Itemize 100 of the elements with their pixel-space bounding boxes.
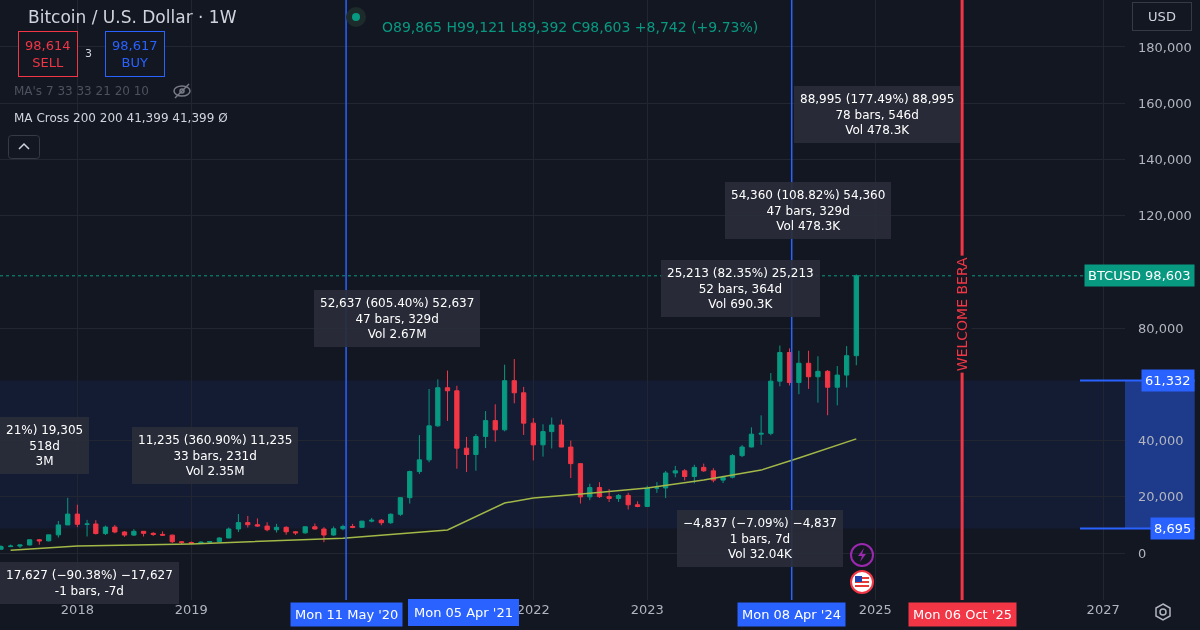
candlestick [511,358,517,404]
candlestick [27,539,33,547]
candlestick [216,536,223,543]
candlestick [36,538,42,546]
candlestick [292,530,299,536]
candlestick [169,534,175,544]
annotation: MA's 7 33 33 21 20 10 [14,84,149,98]
annotation: 21%) 19,305 518d 3M [6,423,84,469]
candlestick [0,544,4,550]
candlestick [606,488,612,503]
x-tick-label: 2018 [60,602,94,617]
candlestick [805,350,812,390]
candlestick [501,364,508,432]
annotation: 98,617 BUY [112,38,158,70]
annotation: MA Cross 200 200 41,399 41,399 Ø [14,111,228,125]
x-tick-label: 2027 [1086,602,1120,617]
y-tick-label: 0 [1138,545,1147,561]
candlestick [521,386,527,436]
candlestick [720,475,726,484]
candlestick [454,385,460,470]
candlestick [625,492,631,511]
candlestick [768,372,774,436]
candlestick [701,463,707,473]
candlestick [93,519,99,535]
ref-line-label: Mon 06 Oct '25 [913,607,1012,622]
ref-line-label: 8,695 [1154,521,1192,536]
ref-line-label: Mon 08 Apr '24 [742,607,841,622]
candlestick [397,496,404,517]
candlestick [558,419,565,448]
candlestick [112,524,118,534]
candlestick [245,515,251,529]
candlestick [283,525,289,536]
candlestick [815,355,821,404]
annotation: 17,627 (−90.38%) −17,627 -1 bars, -7d [6,568,173,598]
candlestick [254,517,261,528]
chart-title: Bitcoin / U.S. Dollar · 1W [28,6,237,27]
candlestick [540,423,546,458]
candlestick [226,527,232,539]
candlestick [796,350,802,395]
candlestick [349,523,356,529]
candlestick [388,512,394,525]
candlestick [834,365,840,406]
candlestick [748,426,755,448]
candlestick [463,436,470,473]
y-tick-label: 160,000 [1138,95,1192,111]
candlestick [530,417,536,461]
y-tick-label: 140,000 [1138,151,1192,167]
candlestick [330,525,337,537]
ref-line-label: BTCUSD 98,603 [1088,268,1191,283]
candlestick [7,544,14,548]
y-tick-label: 80,000 [1138,320,1184,336]
candlestick [473,433,479,472]
candlestick [644,485,650,508]
text: O89,865 H99,121 L89,392 C98,603 +8,742 (+9.73%) [382,19,759,35]
candlestick [84,519,90,537]
candlestick [482,410,489,449]
candlestick [492,403,498,443]
candlestick [369,517,375,523]
annotation: WELCOME BERA [954,256,971,372]
annotation: −4,837 (−7.09%) −4,837 1 bars, 7d Vol 32.04K [683,516,837,562]
candlestick [444,370,451,422]
y-tick-label: 20,000 [1138,489,1184,505]
candlestick [235,513,242,533]
candlestick [264,521,270,532]
y-tick-label: 180,000 [1138,39,1192,55]
text: Mon 05 Apr '21 [414,605,513,620]
ref-line-label: 61,332 [1145,373,1191,388]
candlestick [416,434,423,475]
annotation: 88,995 (177.49%) 88,995 78 bars, 546d Vol 478.3K [800,92,955,138]
candlestick [426,388,432,463]
annotation: 54,360 (108.82%) 54,360 47 bars, 329d Vol 478.3K [731,188,886,234]
candlestick [273,523,280,534]
candlestick [131,528,137,537]
text: USD [1148,9,1176,24]
annotation: 11,235 (360.90%) 11,235 33 bars, 231d Vol 2.35M [138,433,293,479]
candlestick [46,534,52,542]
candlestick [207,540,213,544]
ref-line-label: Mon 11 May '20 [295,607,399,622]
candlestick [824,369,831,416]
x-tick-label: 2022 [516,602,550,617]
candlestick [672,465,678,478]
y-tick-label: 40,000 [1138,433,1184,449]
candlestick [568,440,574,479]
candlestick [321,526,327,543]
candlestick [17,544,23,549]
annotation: 98,614 SELL [25,38,71,70]
candlestick [691,464,697,484]
candlestick [758,414,764,446]
candlestick [65,497,71,526]
candlestick [340,524,346,531]
candlestick [682,468,688,482]
candlestick [844,345,850,388]
x-tick-label: 2023 [630,602,664,617]
candlestick [577,462,584,505]
candlestick [634,500,641,508]
candlestick [663,470,669,499]
candlestick [359,520,365,529]
x-tick-label: 2019 [174,602,208,617]
candlestick [140,530,147,538]
candlestick [739,444,745,458]
